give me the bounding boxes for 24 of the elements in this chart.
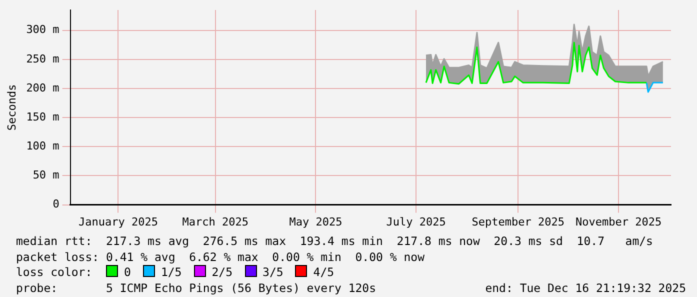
y-tick-label: 250 m [26, 52, 60, 66]
text: packet loss: 0.41 % avg 6.62 % max 0.00 % min 0.00 % now [16, 250, 426, 265]
legend-title: loss color: [16, 265, 94, 279]
legend-label: 2/5 [212, 265, 233, 279]
y-tick-label: 200 m [26, 81, 60, 94]
x-tick-label: July 2025 [386, 215, 446, 228]
legend-label: 3/5 [262, 265, 284, 279]
y-tick-label: 50 m [32, 168, 60, 182]
y-tick-label: 150 m [26, 110, 60, 124]
y-tick-label: 0 [52, 198, 60, 211]
text: probe: 5 ICMP Echo Pings (56 Bytes) every 120s [16, 280, 376, 294]
y-tick-label: 300 m [26, 23, 60, 36]
x-tick-label: January 2025 [78, 215, 158, 228]
legend-label: 1/5 [160, 265, 182, 279]
text: end: Tue Dec 16 21:19:32 2025 [485, 280, 686, 296]
x-tick-label: May 2025 [289, 215, 342, 228]
legend-label: 4/5 [313, 265, 334, 279]
y-tick-label: 100 m [26, 140, 60, 153]
x-tick-label: September 2025 [472, 215, 564, 228]
y-axis-title: Seconds [5, 84, 18, 131]
x-tick-label: November 2025 [575, 215, 662, 228]
legend-label: 0 [124, 265, 131, 279]
text: median rtt: 217.3 ms avg 276.5 ms max 193.4 ms min 217.8 ms now 20.3 ms sd 10.7 am/s [16, 234, 654, 250]
x-tick-label: March 2025 [182, 215, 248, 228]
